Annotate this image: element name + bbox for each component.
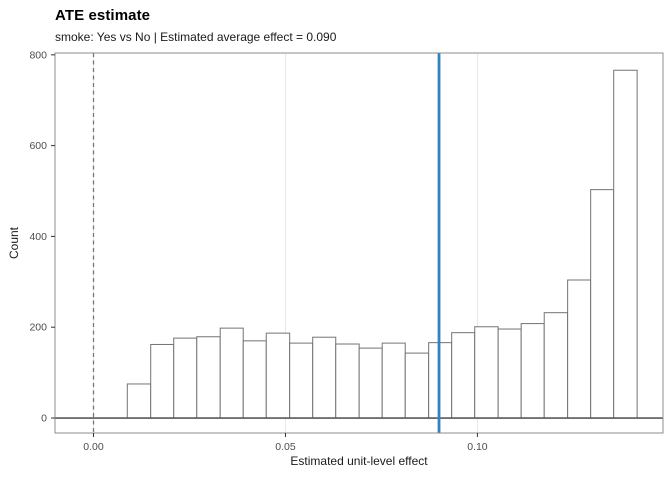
chart-title: ATE estimate — [55, 7, 151, 24]
x-axis-title: Estimated unit-level effect — [290, 454, 428, 468]
chart-subtitle: smoke: Yes vs No | Estimated average eff… — [55, 30, 337, 44]
histogram-bar — [451, 332, 476, 419]
histogram-bar — [358, 347, 383, 419]
histogram-bar — [520, 323, 545, 419]
y-tick-label: 0 — [41, 413, 47, 425]
y-tick-label: 400 — [29, 231, 47, 243]
x-tick-label: 0.05 — [275, 441, 296, 453]
histogram-bar — [404, 352, 430, 419]
y-tick-label: 600 — [29, 140, 47, 152]
histogram-bar — [242, 340, 267, 419]
y-tick-label: 800 — [29, 49, 47, 61]
histogram-bar — [219, 327, 244, 419]
histogram-bar — [173, 337, 198, 419]
histogram-bar — [312, 336, 337, 419]
histogram-bar — [196, 336, 221, 419]
histogram-bar — [381, 342, 406, 419]
y-tick-label: 200 — [29, 322, 47, 334]
panel-border — [54, 52, 664, 434]
histogram-bar — [265, 332, 291, 419]
histogram-bar — [590, 189, 615, 419]
histogram-bar — [474, 326, 499, 419]
histogram-bar — [289, 342, 314, 419]
histogram-bar — [543, 312, 569, 419]
x-tick-label: 0.10 — [467, 441, 488, 453]
histogram-bar — [567, 279, 592, 419]
histogram-bar — [497, 328, 522, 419]
x-tick-label: 0.00 — [83, 441, 104, 453]
histogram-bar — [150, 343, 175, 419]
histogram-bar — [126, 383, 152, 419]
histogram-bar — [335, 343, 360, 419]
histogram-bar — [613, 69, 638, 419]
